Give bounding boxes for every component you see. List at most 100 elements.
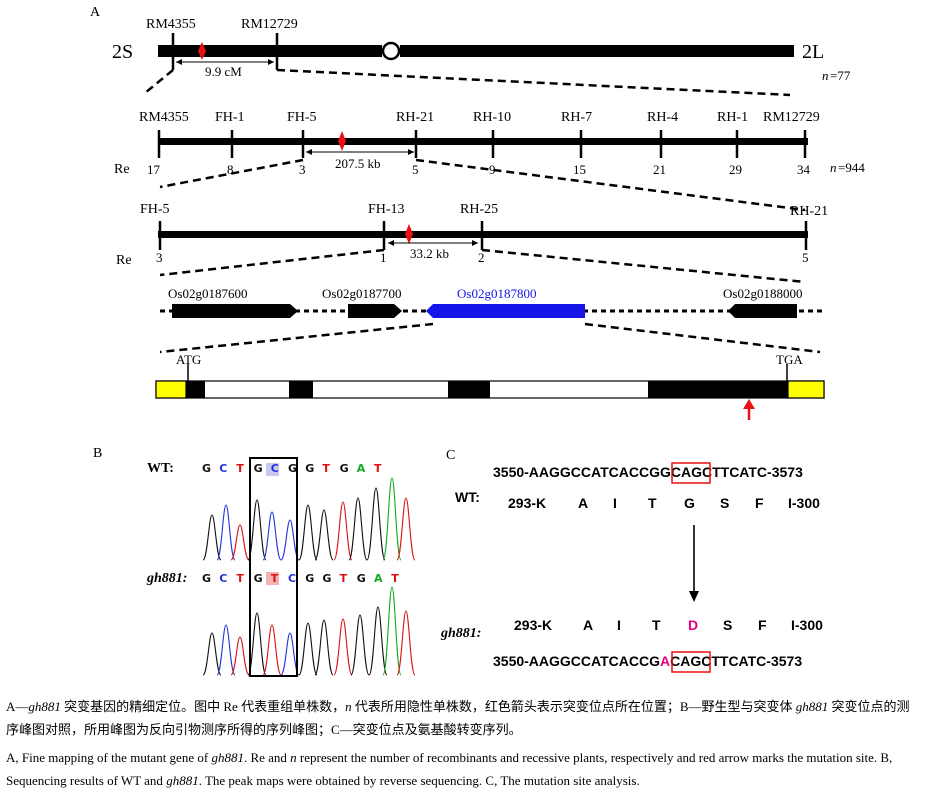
wt-label-c: WT: <box>455 489 480 505</box>
amino-acid: 293-K <box>508 495 546 511</box>
base-call: G <box>305 572 314 585</box>
gene-label-os02g0187800: Os02g0187800 <box>457 286 536 301</box>
base-call: G <box>288 462 297 475</box>
amino-acid: 293-K <box>514 617 552 633</box>
figure: A 2S 2L RM4355 RM12729 9.9 cM n =77 Re 2… <box>90 5 865 677</box>
genetic-distance: 9.9 cM <box>205 64 242 79</box>
base-call: G <box>202 572 211 585</box>
trace-peak <box>298 622 318 676</box>
marker-label: FH-5 <box>140 202 170 217</box>
exon <box>186 381 205 398</box>
amino-acid: F <box>758 617 767 633</box>
base-call: C <box>219 462 227 475</box>
recombinant-count: 34 <box>797 162 811 177</box>
centromere <box>381 41 401 61</box>
fine-map: Re 207.5 kb n =944 RM4355 FH-1 FH-5 RH-21 RH… <box>114 110 865 177</box>
trace-peak <box>314 619 334 676</box>
interval-207kb: 207.5 kb <box>335 156 381 171</box>
mutation-marker-icon <box>198 42 206 60</box>
mutation-marker-icon <box>338 131 346 151</box>
trace-peak <box>333 618 353 676</box>
marker-label: FH-1 <box>215 110 245 125</box>
caption-chinese: A—gh881 突变基因的精细定位。图中 Re 代表重组单株数，n 代表所用隐性… <box>6 699 910 737</box>
trace-peak <box>247 612 267 676</box>
panel-c-label: C <box>446 448 455 463</box>
base-call: T <box>322 462 330 475</box>
finer-map: Re 33.2 kb FH-5 FH-13 RH-25 RH-21 3 1 2 5 <box>116 202 828 268</box>
chromosome-short-arm <box>158 45 382 57</box>
base-call: C <box>288 572 296 585</box>
amino-acid: I-300 <box>788 495 820 511</box>
gene-label-os02g0187600: Os02g0187600 <box>168 286 247 301</box>
recombinant-count: 15 <box>573 162 586 177</box>
utr-5 <box>155 380 187 399</box>
gene-arrow-os02g0187600 <box>172 304 298 318</box>
base-call: G <box>357 572 366 585</box>
trace-peak <box>298 504 318 561</box>
mutation-marker-icon <box>405 224 413 244</box>
base-call: G <box>340 462 349 475</box>
marker-label-rm12729: RM12729 <box>241 17 298 32</box>
n-value-2: =944 <box>838 160 865 175</box>
marker-label: RH-21 <box>790 204 828 219</box>
amino-acid: D <box>688 617 698 633</box>
panel-a-label: A <box>90 5 101 20</box>
trace-peak <box>262 511 282 561</box>
n-label-1: n <box>822 68 829 83</box>
amino-acid: I-300 <box>791 617 823 633</box>
recombinant-count: 17 <box>147 162 161 177</box>
amino-acid: I <box>613 495 617 511</box>
mutant-label-b: gh881: <box>146 571 187 586</box>
mutant-label-c: gh881: <box>440 626 481 641</box>
trace-peak <box>216 624 236 676</box>
base-call: G <box>322 572 331 585</box>
base-call: T <box>236 572 244 585</box>
trace-peak <box>396 497 416 561</box>
mutant-amino-acids: 293-K A I T D S F I-300 <box>514 617 823 633</box>
wt-nucleotide-seq: 3550-AAGGCCATCACCGGCAGCTTCATC-3573 <box>493 464 803 480</box>
base-call: G <box>254 572 263 585</box>
marker-label-rm4355: RM4355 <box>146 17 196 32</box>
base-call: C <box>219 572 227 585</box>
exon <box>448 381 490 398</box>
base-call: C <box>271 462 279 475</box>
marker-label: RM4355 <box>139 110 189 125</box>
marker-label: FH-13 <box>368 202 405 217</box>
gene-arrow-os02g0187700 <box>348 304 402 318</box>
trace-peak <box>314 509 334 561</box>
base-call: T <box>391 572 399 585</box>
mutant-codon-box <box>671 651 711 673</box>
mutant-nucleotide-seq: 3550-AAGGCCATCACCGACAGCTTCATC-3573 <box>493 653 802 669</box>
base-call: T <box>340 572 348 585</box>
wt-label-b: WT: <box>147 461 174 476</box>
trace-peak <box>247 499 267 561</box>
wt-amino-acids: 293-K A I T G S F I-300 <box>508 495 820 511</box>
gene-label-os02g0188000: Os02g0188000 <box>723 286 802 301</box>
trace-peak <box>396 610 416 676</box>
amino-acid: F <box>755 495 764 511</box>
trace-peak <box>230 636 250 676</box>
amino-acid: T <box>648 495 657 511</box>
recombinant-count: 5 <box>802 250 809 265</box>
stop-codon-label: TGA <box>776 352 803 367</box>
trace-peak <box>348 497 368 561</box>
chromosome-arm-2s: 2S <box>112 41 133 63</box>
trace-peak <box>382 586 402 676</box>
chromosome-long-arm <box>400 45 794 57</box>
chromosome: 2S 2L RM4355 RM12729 9.9 cM n =77 <box>112 17 851 83</box>
marker-label: RH-7 <box>561 110 592 125</box>
marker-label: RH-21 <box>396 110 434 125</box>
gene-structure: ATG TGA <box>155 352 825 420</box>
trace-peak <box>230 524 250 561</box>
trace-peak <box>202 632 222 676</box>
recombinant-count: 9 <box>489 162 496 177</box>
re-label-1: Re <box>114 162 130 177</box>
n-value-1: =77 <box>830 68 851 83</box>
trace-peak <box>202 514 222 561</box>
amino-acid: G <box>684 495 695 511</box>
utr-3 <box>787 380 825 399</box>
start-codon-label: ATG <box>176 352 201 367</box>
trace-peak <box>382 477 402 561</box>
exon <box>289 381 313 398</box>
